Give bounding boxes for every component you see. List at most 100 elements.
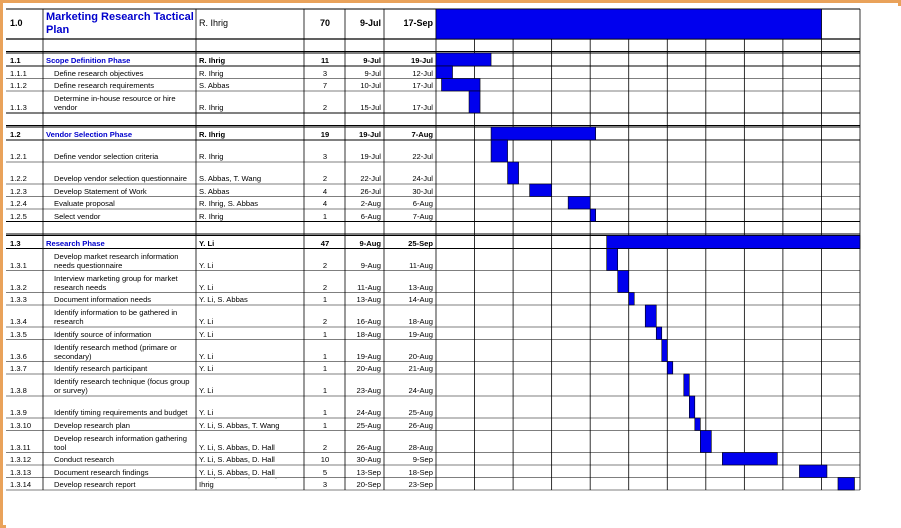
- task-start[interactable]: 2-Aug: [360, 199, 381, 208]
- task-owner[interactable]: R. Ihrig: [199, 103, 224, 112]
- task-duration[interactable]: 4: [322, 186, 328, 196]
- task-owner[interactable]: S. Abbas: [199, 186, 230, 196]
- task-start[interactable]: 9-Jul: [363, 56, 381, 65]
- task-end[interactable]: 12-Jul: [412, 68, 433, 78]
- task-end[interactable]: 21-Aug: [408, 364, 434, 373]
- task-end[interactable]: 19-Aug: [408, 329, 434, 339]
- task-start[interactable]: 30-Aug: [356, 455, 382, 464]
- task-id[interactable]: 1.3: [10, 238, 21, 248]
- task-start[interactable]: 13-Sep: [356, 467, 382, 477]
- task-duration[interactable]: 3: [322, 480, 328, 489]
- task-start[interactable]: 20-Aug: [356, 364, 382, 373]
- task-start[interactable]: 6-Aug: [360, 211, 381, 221]
- task-duration[interactable]: 19: [320, 130, 330, 139]
- project-start[interactable]: 9-Jul: [359, 18, 381, 28]
- task-id[interactable]: 1.1.2: [10, 81, 27, 90]
- task-id[interactable]: 1.2.5: [10, 211, 27, 221]
- task-start[interactable]: 19-Aug: [356, 351, 382, 361]
- task-id[interactable]: 1.2.2: [10, 174, 27, 183]
- task-owner[interactable]: Y. Li, S. Abbas, T. Wang: [199, 420, 280, 430]
- task-name[interactable]: Select vendor: [54, 211, 101, 221]
- task-start[interactable]: 22-Jul: [360, 174, 381, 183]
- task-end[interactable]: 9-Sep: [412, 455, 433, 464]
- task-end[interactable]: 7-Aug: [411, 130, 433, 139]
- task-name[interactable]: Develop Statement of Work: [54, 186, 147, 196]
- task-id[interactable]: 1.3.2: [10, 282, 27, 292]
- task-end[interactable]: 24-Jul: [412, 174, 433, 183]
- task-name[interactable]: Document information needs: [54, 295, 152, 304]
- task-owner[interactable]: Y. Li, S. Abbas, D. Hall: [199, 455, 275, 464]
- task-owner[interactable]: Y. Li: [199, 282, 214, 292]
- task-start[interactable]: 16-Aug: [356, 317, 382, 326]
- task-duration[interactable]: 2: [322, 282, 328, 292]
- task-duration[interactable]: 47: [320, 238, 330, 248]
- task-owner[interactable]: R. Ihrig: [199, 152, 224, 161]
- task-end[interactable]: 6-Aug: [412, 199, 433, 208]
- task-id[interactable]: 1.3.9: [10, 408, 27, 417]
- task-start[interactable]: 19-Jul: [360, 152, 381, 161]
- task-name[interactable]: Interview marketing group for market res…: [54, 273, 178, 292]
- task-name[interactable]: Define research requirements: [54, 81, 155, 90]
- project-duration[interactable]: 70: [319, 18, 330, 28]
- task-id[interactable]: 1.1.3: [10, 103, 27, 112]
- task-duration[interactable]: 1: [322, 211, 328, 221]
- task-start[interactable]: 13-Aug: [356, 295, 382, 304]
- task-id[interactable]: 1.1.1: [10, 68, 27, 78]
- task-end[interactable]: 23-Sep: [408, 480, 434, 489]
- task-name[interactable]: Define vendor selection criteria: [54, 152, 159, 161]
- task-start[interactable]: 9-Jul: [364, 68, 381, 78]
- task-owner[interactable]: Y. Li: [199, 260, 214, 270]
- task-end[interactable]: 24-Aug: [408, 386, 434, 395]
- task-duration[interactable]: 2: [322, 317, 328, 326]
- task-id[interactable]: 1.2.1: [10, 152, 27, 161]
- task-name[interactable]: Develop research report: [54, 480, 136, 489]
- task-owner[interactable]: Y. Li: [199, 329, 214, 339]
- task-end[interactable]: 26-Aug: [408, 420, 434, 430]
- task-start[interactable]: 26-Jul: [360, 186, 381, 196]
- task-duration[interactable]: 1: [322, 408, 328, 417]
- task-end[interactable]: 17-Jul: [412, 103, 433, 112]
- task-owner[interactable]: R. Ihrig: [199, 56, 226, 65]
- task-id[interactable]: 1.3.3: [10, 295, 27, 304]
- project-owner[interactable]: R. Ihrig: [199, 18, 229, 28]
- task-id[interactable]: 1.1: [10, 56, 21, 65]
- task-owner[interactable]: R. Ihrig: [199, 211, 224, 221]
- task-name[interactable]: Identify source of information: [54, 329, 152, 339]
- task-duration[interactable]: 1: [322, 386, 328, 395]
- task-name[interactable]: Conduct research: [54, 455, 114, 464]
- task-name[interactable]: Identify information to be gathered in r…: [54, 308, 178, 326]
- task-end[interactable]: 25-Sep: [408, 238, 433, 248]
- task-name[interactable]: Identify research method (primare or sec…: [54, 342, 177, 361]
- task-end[interactable]: 17-Jul: [412, 81, 433, 90]
- task-name[interactable]: Develop vendor selection questionnaire: [54, 174, 187, 183]
- task-owner[interactable]: Y. Li, S. Abbas, D. Hall: [199, 467, 275, 477]
- task-id[interactable]: 1.3.7: [10, 364, 27, 373]
- task-name[interactable]: Vendor Selection Phase: [46, 130, 133, 139]
- task-name[interactable]: Develop research information gathering t…: [54, 433, 187, 452]
- task-start[interactable]: 10-Jul: [360, 81, 381, 90]
- task-end[interactable]: 28-Aug: [408, 442, 434, 452]
- task-duration[interactable]: 2: [322, 260, 328, 270]
- task-duration[interactable]: 1: [322, 295, 328, 304]
- task-name[interactable]: Develop market research information need…: [54, 251, 179, 270]
- task-id[interactable]: 1.3.5: [10, 329, 27, 339]
- task-end[interactable]: 25-Aug: [408, 408, 434, 417]
- project-end[interactable]: 17-Sep: [403, 18, 433, 28]
- task-duration[interactable]: 1: [322, 364, 328, 373]
- task-end[interactable]: 13-Aug: [408, 282, 434, 292]
- task-start[interactable]: 9-Aug: [359, 238, 381, 248]
- task-duration[interactable]: 4: [322, 199, 328, 208]
- task-name[interactable]: Develop research plan: [54, 420, 130, 430]
- task-duration[interactable]: 3: [322, 152, 328, 161]
- task-end[interactable]: 7-Aug: [412, 211, 433, 221]
- task-id[interactable]: 1.2: [10, 130, 21, 139]
- task-start[interactable]: 19-Jul: [359, 130, 381, 139]
- task-end[interactable]: 19-Jul: [411, 56, 433, 65]
- task-owner[interactable]: Y. Li: [199, 364, 214, 373]
- task-end[interactable]: 20-Aug: [408, 351, 434, 361]
- task-name[interactable]: Identify timing requirements and budget: [54, 408, 188, 417]
- task-start[interactable]: 9-Aug: [360, 260, 381, 270]
- task-id[interactable]: 1.2.4: [10, 199, 27, 208]
- task-owner[interactable]: R. Ihrig: [199, 130, 226, 139]
- task-start[interactable]: 23-Aug: [356, 386, 382, 395]
